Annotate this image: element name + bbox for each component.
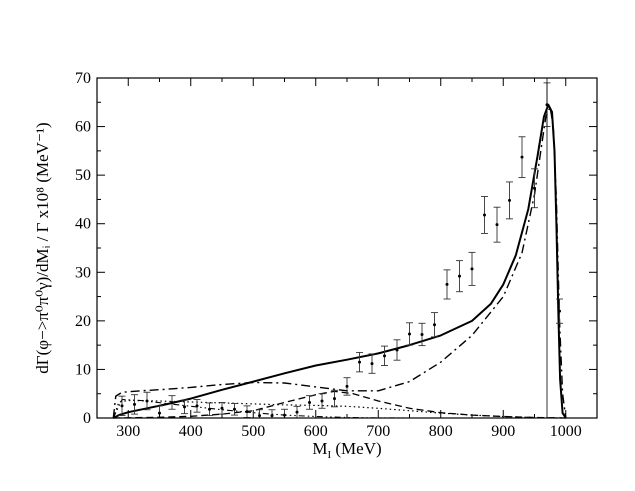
- x-tick-label: 300: [116, 423, 140, 440]
- data-point: [470, 267, 474, 271]
- data-point: [383, 354, 386, 358]
- data-point: [308, 400, 311, 404]
- data-point: [458, 274, 461, 278]
- y-tick-label: 20: [75, 313, 91, 330]
- data-point: [270, 414, 274, 418]
- data-point: [508, 198, 511, 202]
- data-point: [195, 404, 199, 408]
- data-point: [220, 406, 224, 410]
- data-point: [483, 213, 486, 217]
- data-point: [133, 402, 136, 406]
- y-axis-label: dΓ(φ−>π⁰π⁰γ)/dMᵢ / Γ x10⁸ (MeV⁻¹): [33, 122, 52, 373]
- data-point: [233, 407, 236, 411]
- data-point: [320, 399, 324, 403]
- y-tick-label: 10: [75, 361, 91, 378]
- data-point: [183, 405, 186, 409]
- data-point: [533, 186, 536, 190]
- series-line-dot-dot-dash: [112, 398, 410, 419]
- data-points-layer: [118, 82, 563, 419]
- series-line-dash-dot: [112, 106, 567, 419]
- x-axis-label-sub: I: [327, 449, 331, 461]
- data-point: [158, 411, 161, 415]
- data-point: [295, 410, 299, 414]
- series-line-dotted: [112, 399, 566, 419]
- axis-ticks: 300 400 500 600 700 800 900 1000 0 10 20 30 40 50 60 70: [75, 70, 598, 440]
- x-tick-label: 900: [491, 423, 515, 440]
- y-tick-label: 40: [75, 216, 91, 233]
- data-point: [170, 400, 174, 404]
- data-point: [395, 348, 399, 352]
- data-point: [358, 360, 361, 364]
- data-point: [558, 309, 561, 313]
- data-point: [370, 362, 374, 366]
- data-point: [120, 404, 124, 408]
- data-point: [208, 407, 211, 411]
- data-point: [345, 384, 349, 388]
- y-tick-label: 50: [75, 167, 91, 184]
- x-tick-label: 700: [366, 423, 390, 440]
- data-point: [495, 223, 499, 227]
- x-axis-label: MI (MeV): [312, 439, 381, 461]
- series-layer: [112, 103, 567, 419]
- data-point: [433, 323, 436, 327]
- y-tick-label: 60: [75, 119, 91, 136]
- x-axis-label-unit: (MeV): [331, 439, 382, 458]
- x-tick-label: 500: [241, 423, 265, 440]
- data-point: [333, 397, 336, 401]
- data-point: [408, 332, 411, 336]
- series-line-total: [112, 103, 567, 419]
- x-tick-label: 800: [429, 423, 453, 440]
- x-tick-label: 600: [304, 423, 328, 440]
- data-point: [420, 332, 424, 336]
- data-point: [445, 282, 449, 286]
- data-point: [145, 399, 149, 403]
- y-tick-label: 0: [83, 410, 91, 427]
- x-axis-label-main: M: [312, 439, 327, 458]
- y-tick-label: 30: [75, 264, 91, 281]
- y-tick-label: 70: [75, 70, 91, 87]
- data-point: [258, 414, 261, 418]
- data-point: [520, 155, 524, 159]
- plot-frame: [96, 77, 598, 419]
- x-tick-label: 1000: [550, 423, 582, 440]
- data-point: [245, 410, 249, 414]
- x-tick-label: 400: [179, 423, 203, 440]
